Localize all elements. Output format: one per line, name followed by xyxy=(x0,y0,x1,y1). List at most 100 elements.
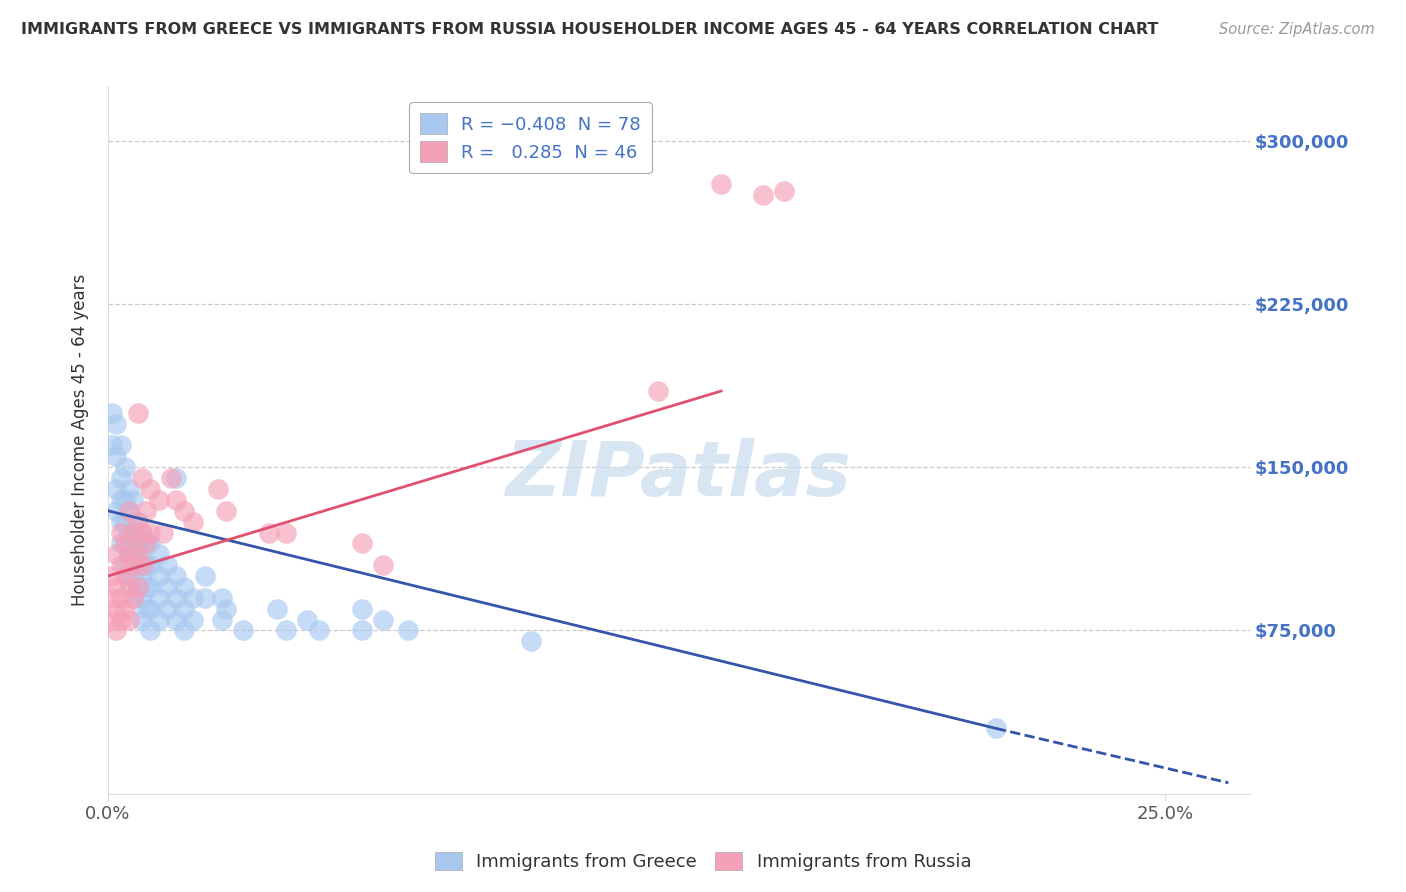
Point xyxy=(105,601,128,615)
Point xyxy=(165,569,187,583)
Point xyxy=(122,525,145,540)
Point xyxy=(165,492,187,507)
Point xyxy=(131,591,153,605)
Point xyxy=(105,450,128,464)
Point xyxy=(105,547,128,561)
Point xyxy=(127,558,149,573)
Point xyxy=(127,406,149,420)
Point xyxy=(105,482,128,496)
Point xyxy=(181,515,204,529)
Point xyxy=(266,601,288,615)
Point xyxy=(139,601,162,615)
Point xyxy=(114,569,136,583)
Point xyxy=(135,558,157,573)
Legend: Immigrants from Greece, Immigrants from Russia: Immigrants from Greece, Immigrants from … xyxy=(427,845,979,879)
Point xyxy=(118,613,141,627)
Point xyxy=(131,525,153,540)
Point xyxy=(118,504,141,518)
Point xyxy=(207,482,229,496)
Point xyxy=(118,569,141,583)
Point xyxy=(122,569,145,583)
Point xyxy=(135,504,157,518)
Point xyxy=(181,613,204,627)
Point xyxy=(148,547,170,561)
Point xyxy=(135,536,157,550)
Point xyxy=(135,536,157,550)
Point xyxy=(139,536,162,550)
Point xyxy=(118,580,141,594)
Point xyxy=(105,624,128,638)
Point xyxy=(139,624,162,638)
Point xyxy=(148,569,170,583)
Point xyxy=(122,547,145,561)
Point xyxy=(156,601,179,615)
Point xyxy=(520,634,543,648)
Point xyxy=(215,504,238,518)
Point xyxy=(122,591,145,605)
Point xyxy=(110,558,132,573)
Point xyxy=(114,601,136,615)
Point xyxy=(135,601,157,615)
Point xyxy=(139,482,162,496)
Point xyxy=(114,536,136,550)
Point xyxy=(105,580,128,594)
Point xyxy=(110,536,132,550)
Point xyxy=(122,558,145,573)
Legend: R = −0.408  N = 78, R =   0.285  N = 46: R = −0.408 N = 78, R = 0.285 N = 46 xyxy=(409,103,652,173)
Point xyxy=(160,471,183,485)
Text: IMMIGRANTS FROM GREECE VS IMMIGRANTS FROM RUSSIA HOUSEHOLDER INCOME AGES 45 - 64: IMMIGRANTS FROM GREECE VS IMMIGRANTS FRO… xyxy=(21,22,1159,37)
Point xyxy=(274,525,297,540)
Point xyxy=(101,438,124,452)
Point xyxy=(127,515,149,529)
Point xyxy=(984,722,1007,736)
Point xyxy=(194,591,217,605)
Point xyxy=(232,624,254,638)
Point xyxy=(114,558,136,573)
Point xyxy=(752,188,775,202)
Point xyxy=(139,525,162,540)
Text: ZIPatlas: ZIPatlas xyxy=(506,438,852,512)
Point xyxy=(101,591,124,605)
Point xyxy=(173,504,195,518)
Point xyxy=(308,624,330,638)
Point xyxy=(371,558,394,573)
Point xyxy=(295,613,318,627)
Point xyxy=(122,492,145,507)
Point xyxy=(396,624,419,638)
Point xyxy=(139,580,162,594)
Point xyxy=(371,613,394,627)
Point xyxy=(211,591,233,605)
Point xyxy=(131,525,153,540)
Point xyxy=(118,504,141,518)
Point xyxy=(110,613,132,627)
Point xyxy=(110,515,132,529)
Point xyxy=(118,482,141,496)
Point xyxy=(127,580,149,594)
Point xyxy=(148,492,170,507)
Point xyxy=(131,547,153,561)
Point xyxy=(350,624,373,638)
Point xyxy=(122,525,145,540)
Point xyxy=(152,525,174,540)
Point xyxy=(148,613,170,627)
Point xyxy=(181,591,204,605)
Point xyxy=(139,558,162,573)
Point xyxy=(114,536,136,550)
Point xyxy=(350,601,373,615)
Point xyxy=(101,569,124,583)
Point xyxy=(118,525,141,540)
Point xyxy=(105,504,128,518)
Point xyxy=(156,580,179,594)
Point xyxy=(101,613,124,627)
Point xyxy=(127,536,149,550)
Point xyxy=(647,384,669,398)
Point xyxy=(131,569,153,583)
Point xyxy=(131,471,153,485)
Point xyxy=(127,580,149,594)
Point xyxy=(211,613,233,627)
Point xyxy=(148,591,170,605)
Point xyxy=(173,580,195,594)
Point xyxy=(118,547,141,561)
Point xyxy=(173,601,195,615)
Point xyxy=(127,547,149,561)
